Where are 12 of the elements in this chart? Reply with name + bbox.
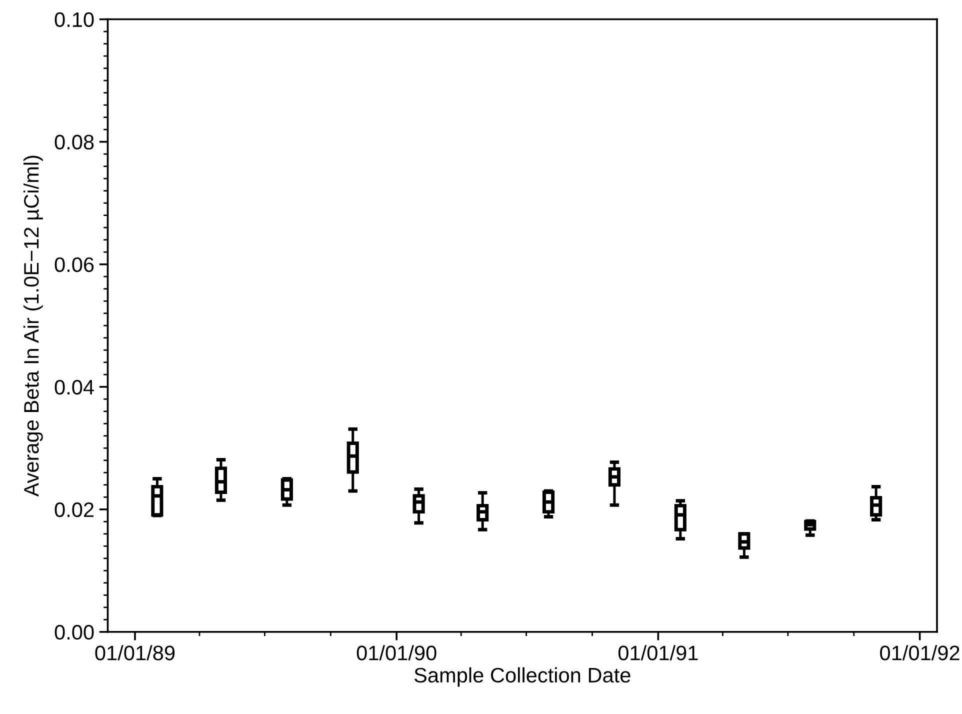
x-tick-label: 01/01/92 bbox=[880, 645, 960, 660]
y-tick-label: 0.04 bbox=[54, 380, 94, 395]
x-axis-title: Sample Collection Date bbox=[414, 667, 630, 687]
y-tick-label: 0.02 bbox=[54, 502, 94, 518]
y-tick-label: 0.10 bbox=[54, 12, 94, 28]
y-tick-label: 0.00 bbox=[54, 624, 94, 640]
y-axis-title: Average Beta In Air (1.0E−12 µCi/ml) bbox=[23, 156, 43, 497]
y-tick-label: 0.06 bbox=[54, 257, 94, 272]
y-tick-label: 0.08 bbox=[54, 134, 94, 150]
x-tick-label: 01/01/90 bbox=[356, 645, 436, 660]
x-tick-label: 01/01/89 bbox=[95, 645, 175, 660]
x-tick-label: 01/01/91 bbox=[618, 645, 698, 660]
